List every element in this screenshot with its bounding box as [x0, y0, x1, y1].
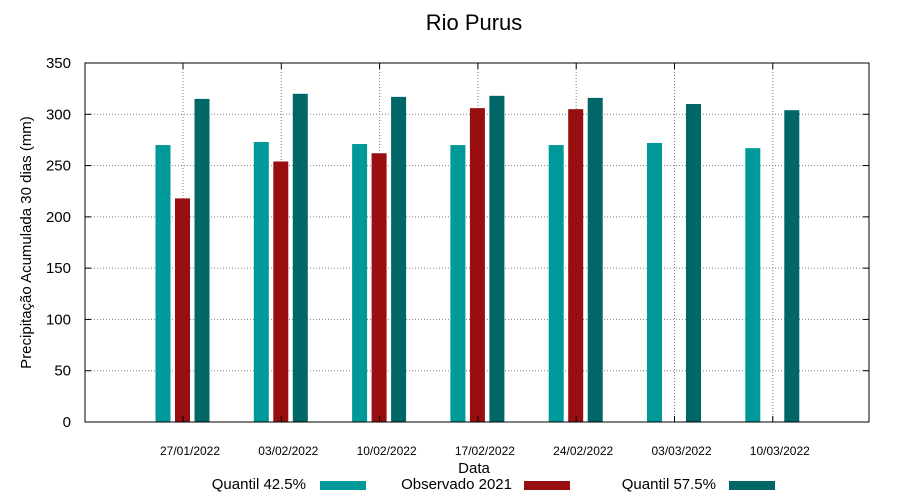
y-tick-label: 250 [46, 158, 71, 175]
bar [292, 93, 308, 423]
bar [391, 96, 407, 422]
bar [253, 141, 269, 423]
bar [745, 148, 761, 423]
x-axis-ticks: 27/01/2022 03/02/2022 10/02/2022 17/02/2022… [160, 63, 810, 458]
x-tick-label: 03/03/2022 [651, 444, 711, 458]
x-tick-label: 17/02/2022 [455, 444, 515, 458]
bars [155, 93, 800, 423]
y-tick-label: 100 [46, 311, 71, 328]
bar [450, 145, 466, 423]
x-axis-label: Data [458, 460, 490, 477]
x-tick-label: 27/01/2022 [160, 444, 220, 458]
bar [155, 145, 171, 423]
bar [587, 97, 603, 423]
legend-label: Quantil 57.5% [622, 476, 716, 493]
bar [469, 108, 485, 422]
x-tick-label: 24/02/2022 [553, 444, 613, 458]
bar [489, 95, 505, 422]
legend-label: Quantil 42.5% [212, 476, 306, 493]
y-tick-label: 300 [46, 106, 71, 123]
y-tick-label: 350 [46, 55, 71, 72]
bar [194, 98, 210, 423]
bar [647, 143, 662, 422]
bar [273, 161, 289, 422]
bar [784, 110, 800, 422]
chart-title: Rio Purus [426, 10, 523, 35]
y-axis-ticks: 0 50 100 150 200 250 300 350 [46, 55, 869, 431]
legend-label: Observado 2021 [401, 476, 512, 493]
legend: Quantil 42.5% Observado 2021 Quantil 57.5% [212, 476, 775, 493]
legend-swatch [729, 481, 775, 490]
y-tick-label: 150 [46, 260, 71, 277]
x-tick-label: 10/02/2022 [357, 444, 417, 458]
bar [548, 145, 564, 423]
y-axis-label: Precipitação Acumulada 30 dias (mm) [18, 116, 35, 369]
y-tick-label: 50 [54, 363, 71, 380]
bar [371, 153, 387, 422]
legend-swatch [320, 481, 366, 490]
bar [686, 104, 701, 423]
x-tick-label: 03/02/2022 [258, 444, 318, 458]
y-tick-label: 0 [63, 414, 71, 431]
bar [175, 198, 190, 422]
legend-swatch [524, 481, 570, 490]
plot-frame [84, 62, 870, 423]
x-tick-label: 10/03/2022 [750, 444, 810, 458]
bar [568, 109, 584, 423]
y-tick-label: 200 [46, 209, 71, 226]
bar [352, 144, 368, 422]
